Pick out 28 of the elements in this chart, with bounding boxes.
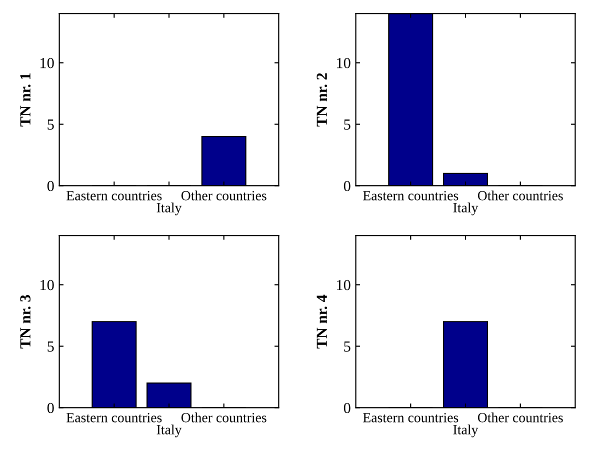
y-axis-title: TN nr. 1: [20, 73, 31, 127]
y-tick-label: 10: [40, 58, 54, 68]
y-tick-label: 5: [48, 120, 54, 130]
y-tick-label: 10: [337, 280, 350, 290]
x-tick-label: Other countries: [181, 190, 266, 200]
y-axis-title: TN nr. 4: [316, 294, 328, 348]
y-tick-label: 10: [40, 280, 54, 290]
x-tick-label: Italy: [453, 202, 478, 216]
y-tick-label: 0: [344, 402, 350, 414]
x-tick-label: Italy: [156, 424, 182, 438]
y-tick-label: 0: [47, 402, 54, 414]
x-tick-label: Eastern countries: [363, 413, 458, 422]
x-tick-label: Eastern countries: [363, 191, 458, 200]
y-axis-title: TN nr. 2: [316, 73, 328, 127]
y-tick-label: 5: [344, 342, 350, 352]
y-tick-label: 0: [344, 180, 350, 192]
y-tick-label: 5: [48, 342, 54, 352]
y-tick-label: 10: [337, 58, 350, 68]
x-tick-label: Italy: [156, 202, 182, 216]
x-tick-label: Other countries: [478, 412, 563, 422]
x-tick-label: Other countries: [478, 190, 563, 200]
x-tick-label: Eastern countries: [66, 413, 162, 422]
x-tick-label: Italy: [453, 424, 478, 438]
y-axis-title: TN nr. 3: [20, 295, 31, 348]
x-tick-label: Eastern countries: [66, 191, 162, 200]
y-tick-label: 5: [344, 120, 350, 130]
x-tick-label: Other countries: [181, 412, 266, 422]
y-tick-label: 0: [47, 180, 54, 192]
